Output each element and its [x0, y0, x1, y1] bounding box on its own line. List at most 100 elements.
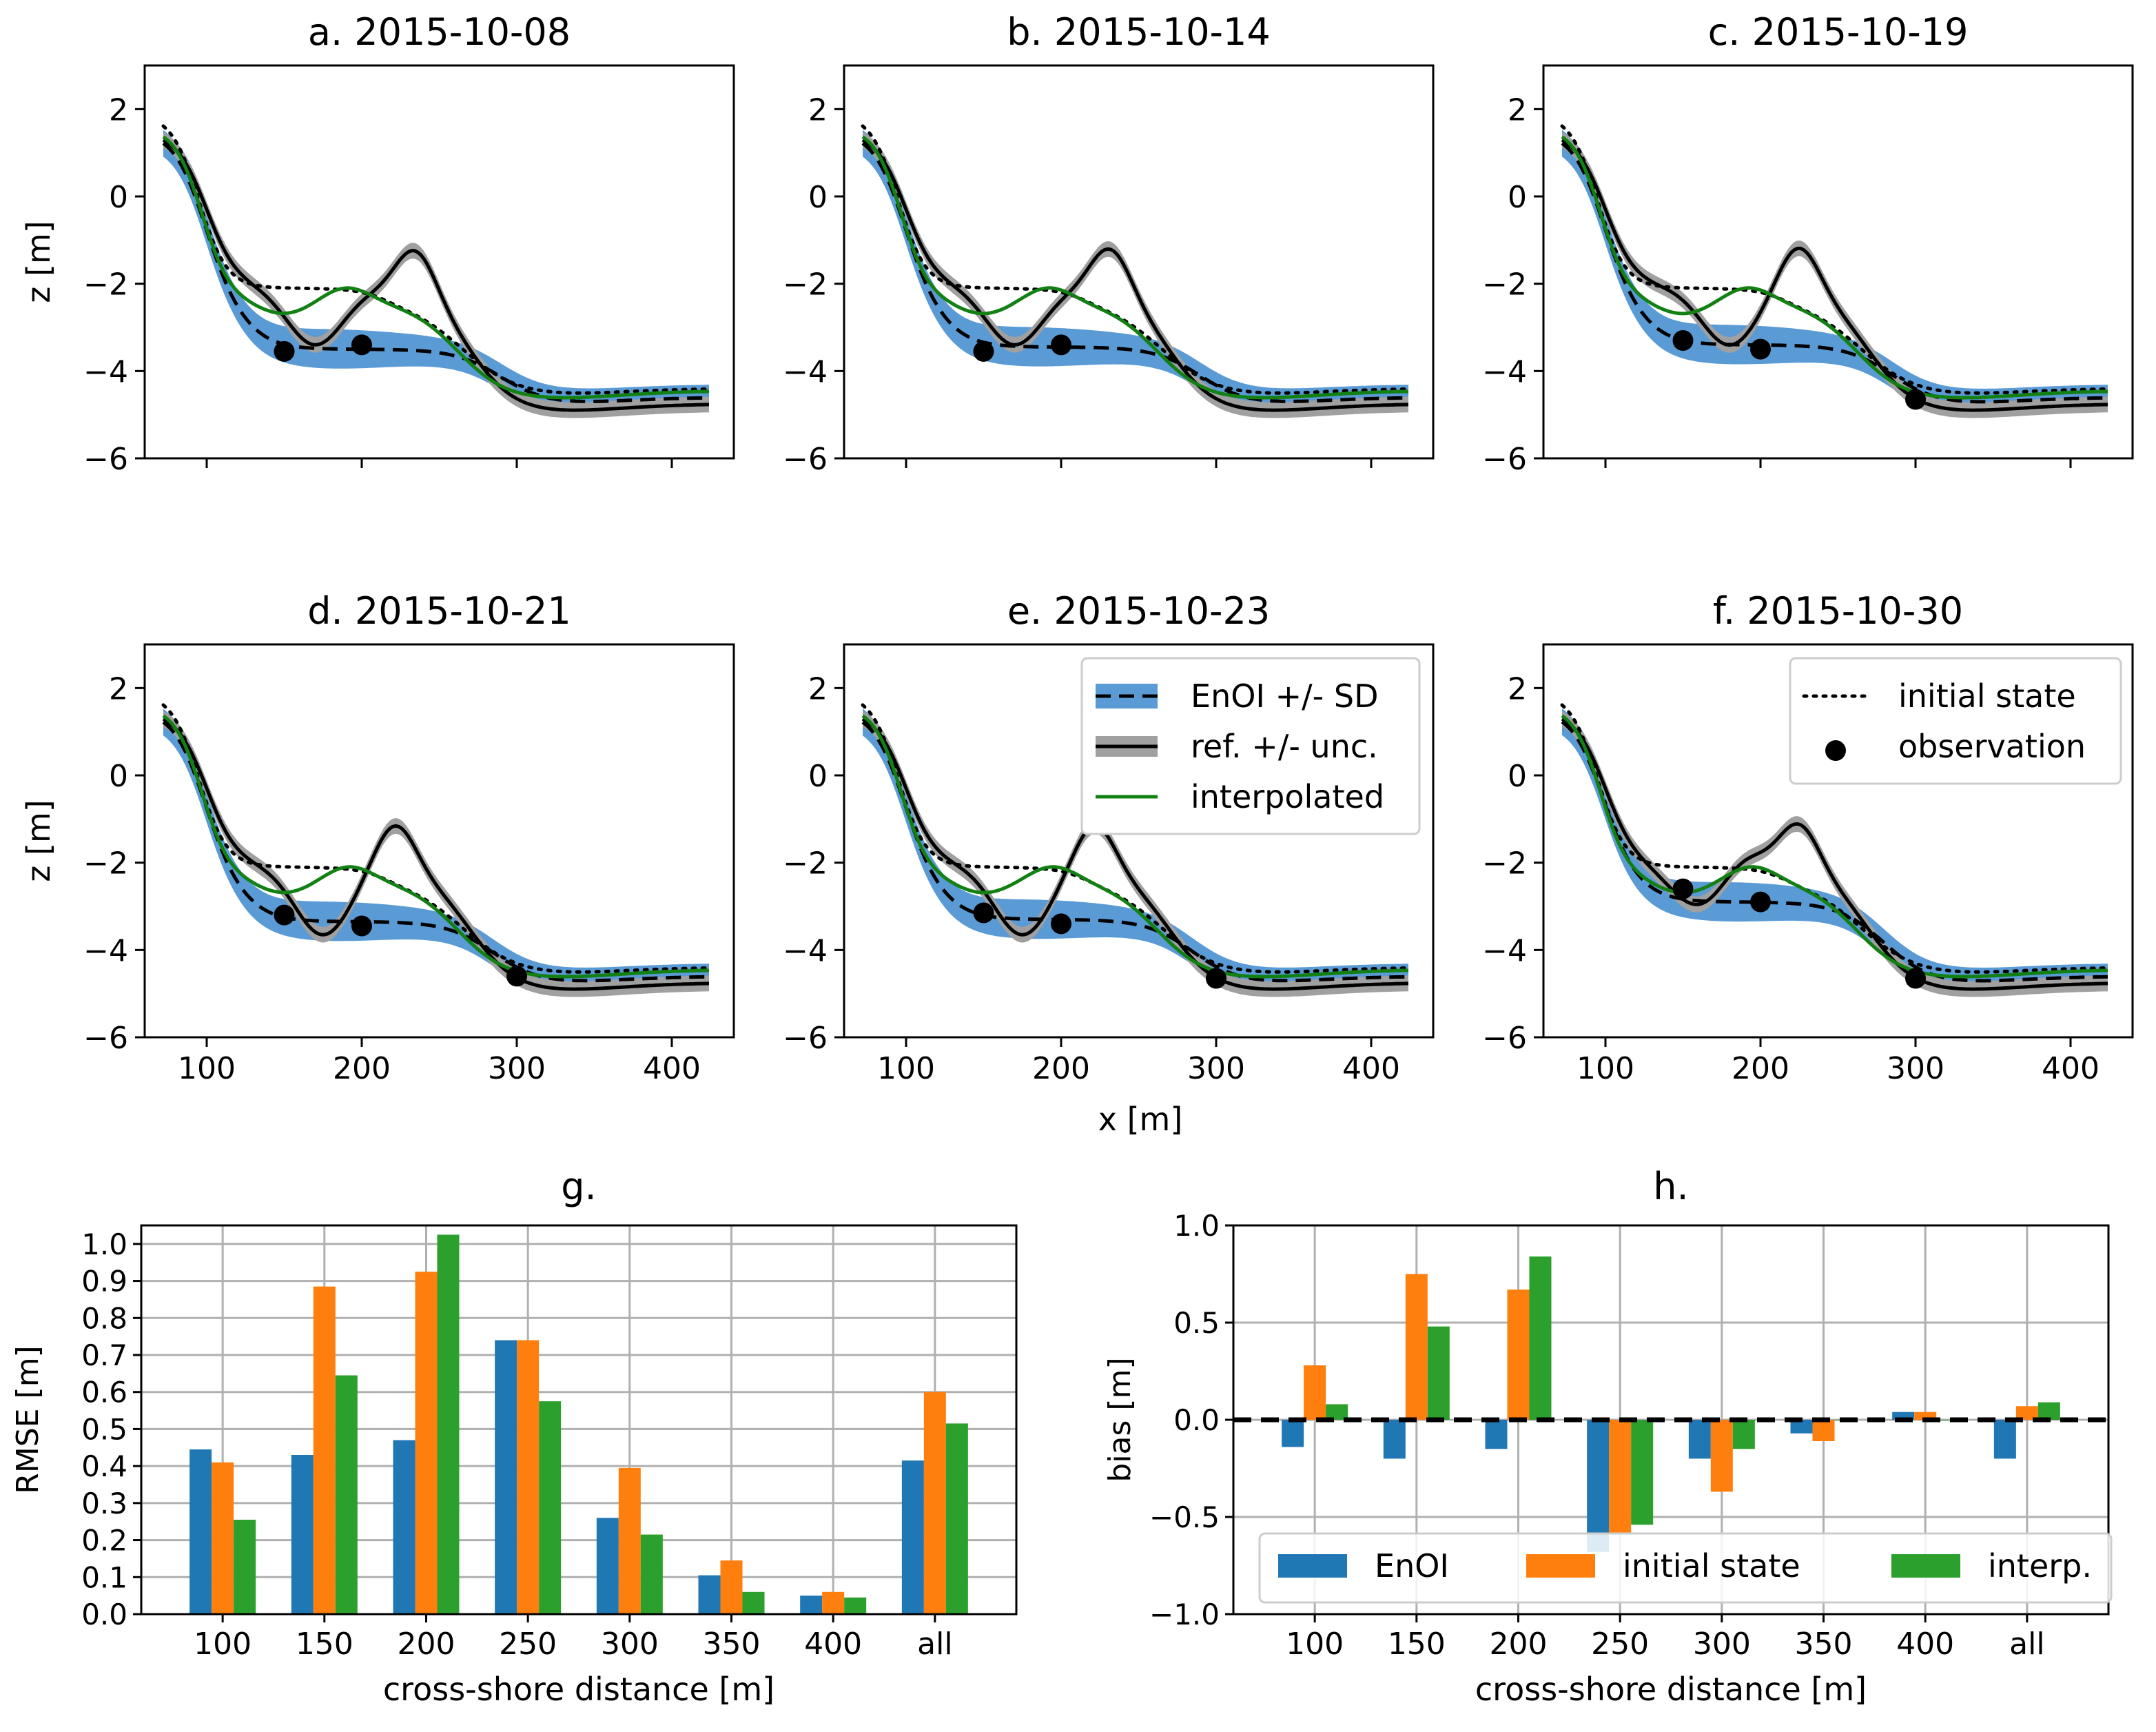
ref-line [861, 717, 1408, 991]
bar-enoi-400 [800, 1596, 823, 1614]
bar-enoi-400 [1892, 1412, 1915, 1420]
interpolated-line [162, 714, 710, 979]
interpolated-line [861, 714, 1409, 979]
profile-panel-e: e. 2015-10-23 2 0 −2 −4 −6 100 200 300 400 [783, 589, 1435, 1086]
enoi-sd-band [1562, 130, 2108, 415]
legend-swatch [1278, 1554, 1347, 1578]
ref-line [1561, 138, 2108, 412]
bar-enoi-350 [698, 1575, 721, 1614]
bar-initial-state-300 [1710, 1420, 1733, 1492]
y-tick-label: 0 [1508, 180, 1527, 215]
bar-interp--150 [335, 1375, 358, 1614]
x-tick-label: all [917, 1627, 952, 1662]
profile-panel-a: a. 2015-10-08 2 0 −2 −4 −6 z [m] [20, 10, 735, 477]
legend-observation-marker [1825, 740, 1846, 761]
y-tick-label: −4 [783, 933, 828, 968]
bar-enoi-all [901, 1460, 924, 1614]
interpolated-line [1561, 714, 2108, 979]
observation-point [1206, 968, 1226, 989]
x-tick-label: 350 [703, 1627, 761, 1662]
initial-state-line [861, 703, 1410, 974]
y-tick-label: −4 [783, 354, 828, 389]
panel-title: b. 2015-10-14 [1007, 10, 1270, 54]
y-tick-label: 2 [109, 671, 128, 706]
bar-enoi-150 [291, 1455, 314, 1614]
y-tick-label: 0 [109, 180, 128, 215]
observation-point [973, 340, 994, 362]
axes-frame [1542, 64, 2134, 460]
y-tick-label: −4 [1482, 354, 1527, 389]
y-tick-label: 0.5 [1173, 1306, 1220, 1340]
x-tick-label: 200 [397, 1627, 455, 1662]
bar-initial-state-200 [415, 1272, 438, 1614]
bar-enoi-350 [1790, 1420, 1813, 1434]
y-axis-label: z [m] [20, 799, 57, 882]
initial-state-line [161, 124, 711, 395]
observation-point [1905, 968, 1926, 989]
observation-point [1672, 878, 1694, 899]
bar-interp--200 [437, 1234, 460, 1614]
y-tick-label: −2 [83, 846, 128, 882]
y-tick-label: 0.8 [81, 1301, 127, 1335]
x-tick-label: 400 [1896, 1627, 1954, 1662]
x-tick-label: 150 [296, 1627, 353, 1662]
bar-interp--150 [1427, 1326, 1450, 1420]
bar-initial-state-250 [1609, 1420, 1632, 1533]
y-tick-label: −6 [83, 1021, 128, 1056]
y-tick-label: −4 [1482, 933, 1527, 968]
x-tick-label: 100 [178, 1051, 236, 1086]
bar-enoi-all [1993, 1420, 2016, 1459]
enoi-line [162, 142, 710, 403]
y-tick-label: −2 [783, 846, 828, 882]
y-tick-label: −0.5 [1149, 1500, 1220, 1534]
y-axis-label: z [m] [20, 221, 57, 303]
bar-initial-state-100 [1304, 1365, 1326, 1420]
bar-initial-state-all [923, 1392, 946, 1614]
bar-legend: EnOI initial state interp. [1258, 1532, 2113, 1604]
axes-frame [1542, 643, 2134, 1039]
x-tick-label: all [2009, 1627, 2044, 1662]
legend-frame [1080, 657, 1421, 835]
legend-label: EnOI +/- SD [1191, 677, 1379, 715]
observation-point [1051, 334, 1071, 356]
legend-label: EnOI [1375, 1547, 1449, 1585]
panel-title: d. 2015-10-21 [307, 589, 571, 633]
interpolated-line [1561, 135, 2108, 400]
y-axis-label: bias [m] [1102, 1357, 1138, 1482]
bar-interp--350 [742, 1591, 765, 1614]
x-tick-label: 300 [1187, 1051, 1245, 1086]
y-axis-label: RMSE [m] [10, 1345, 45, 1494]
axes-frame [140, 1224, 1018, 1616]
profile-legend-extra: initial state observation [1789, 657, 2122, 785]
y-tick-label: −1.0 [1149, 1598, 1220, 1631]
bar-initial-state-all [2015, 1406, 2038, 1420]
legend-swatch [1891, 1554, 1960, 1578]
y-tick-label: 2 [808, 671, 828, 706]
x-tick-label: 200 [1732, 1051, 1789, 1086]
observation-point [1750, 338, 1771, 360]
ref-line [162, 717, 709, 991]
ref-uncertainty-band [163, 132, 709, 418]
x-tick-label: 300 [1887, 1051, 1944, 1086]
bar-panel-g: g. 0.0 0.10.2 0.3 0.40.50.6 0.70.80.9 1.0 100 15… [10, 1165, 1018, 1708]
x-tick-label: 250 [1591, 1627, 1649, 1662]
y-tick-label: 0.6 [81, 1376, 127, 1409]
y-tick-label: −2 [1482, 846, 1527, 882]
x-tick-label: 300 [1693, 1627, 1751, 1662]
legend-label: initial state [1898, 677, 2076, 715]
profile-panel-c: c. 2015-10-19 2 0 −2 −4 −6 [1482, 10, 2134, 477]
observation-point [506, 966, 527, 987]
legend-label: observation [1898, 728, 2086, 765]
enoi-sd-band [163, 709, 709, 994]
bar-interp--all [945, 1423, 968, 1614]
y-tick-label: 1.0 [1173, 1209, 1220, 1243]
legend-label: initial state [1623, 1547, 1800, 1585]
initial-state-line [861, 124, 1410, 395]
profile-x-axis-label: x [m] [1098, 1101, 1183, 1138]
observation-point [274, 904, 295, 926]
initial-state-line [161, 703, 711, 974]
axes-frame [143, 643, 735, 1039]
interpolated-line [861, 135, 1409, 400]
x-tick-label: 150 [1388, 1627, 1446, 1662]
x-tick-label: 100 [194, 1627, 251, 1662]
